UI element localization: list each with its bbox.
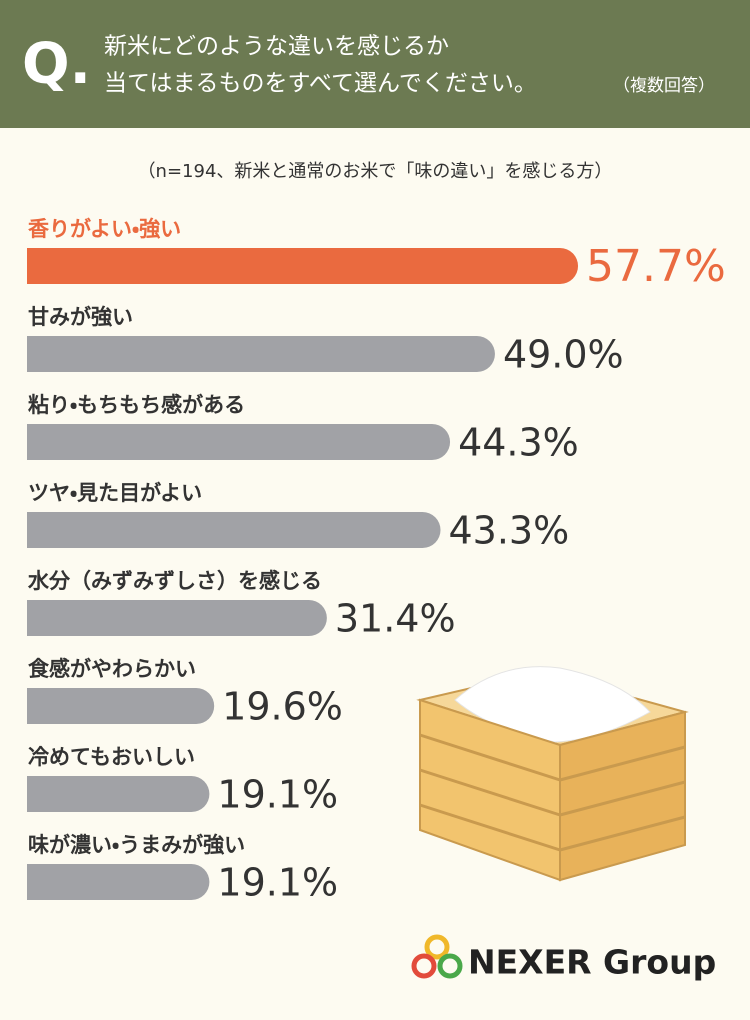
value-label: 43.3% xyxy=(449,509,570,553)
category-label: 粘り・もちもち感がある xyxy=(28,393,245,417)
category-label: 冷めてもおいしい xyxy=(28,745,195,769)
bar xyxy=(27,512,441,548)
bar xyxy=(27,424,451,460)
rice-box-illustration xyxy=(416,666,689,882)
logo: NEXER Group xyxy=(411,934,716,982)
bar xyxy=(27,600,327,636)
value-label: 19.1% xyxy=(217,861,338,905)
header-band xyxy=(0,0,750,128)
question-mark: Q. xyxy=(22,32,91,97)
bar xyxy=(27,248,579,284)
title-note: （複数回答） xyxy=(613,75,715,96)
logo-text: NEXER Group xyxy=(468,943,716,982)
value-label: 31.4% xyxy=(335,597,456,641)
bar xyxy=(27,688,215,724)
category-label: 味が濃い・うまみが強い xyxy=(28,833,245,857)
value-label: 19.1% xyxy=(217,773,338,817)
category-label: ツヤ・見た目がよい xyxy=(28,481,202,505)
category-label: 香りがよい・強い xyxy=(28,217,181,241)
value-label: 57.7% xyxy=(586,241,726,292)
title-line: 新米にどのような違いを感じるか xyxy=(104,34,449,60)
bar xyxy=(27,336,495,372)
bar xyxy=(27,864,210,900)
category-label: 水分（みずみずしさ）を感じる xyxy=(27,569,322,593)
value-label: 19.6% xyxy=(222,685,343,729)
subtitle: （n=194、新米と通常のお米で「味の違い」を感じる方） xyxy=(138,161,613,182)
category-label: 食感がやわらかい xyxy=(28,657,196,681)
bar xyxy=(27,776,210,812)
category-label: 甘みが強い xyxy=(28,305,133,329)
title-line: 当てはまるものをすべて選んでください。 xyxy=(104,71,537,97)
value-label: 44.3% xyxy=(458,421,579,465)
value-label: 49.0% xyxy=(503,333,624,377)
